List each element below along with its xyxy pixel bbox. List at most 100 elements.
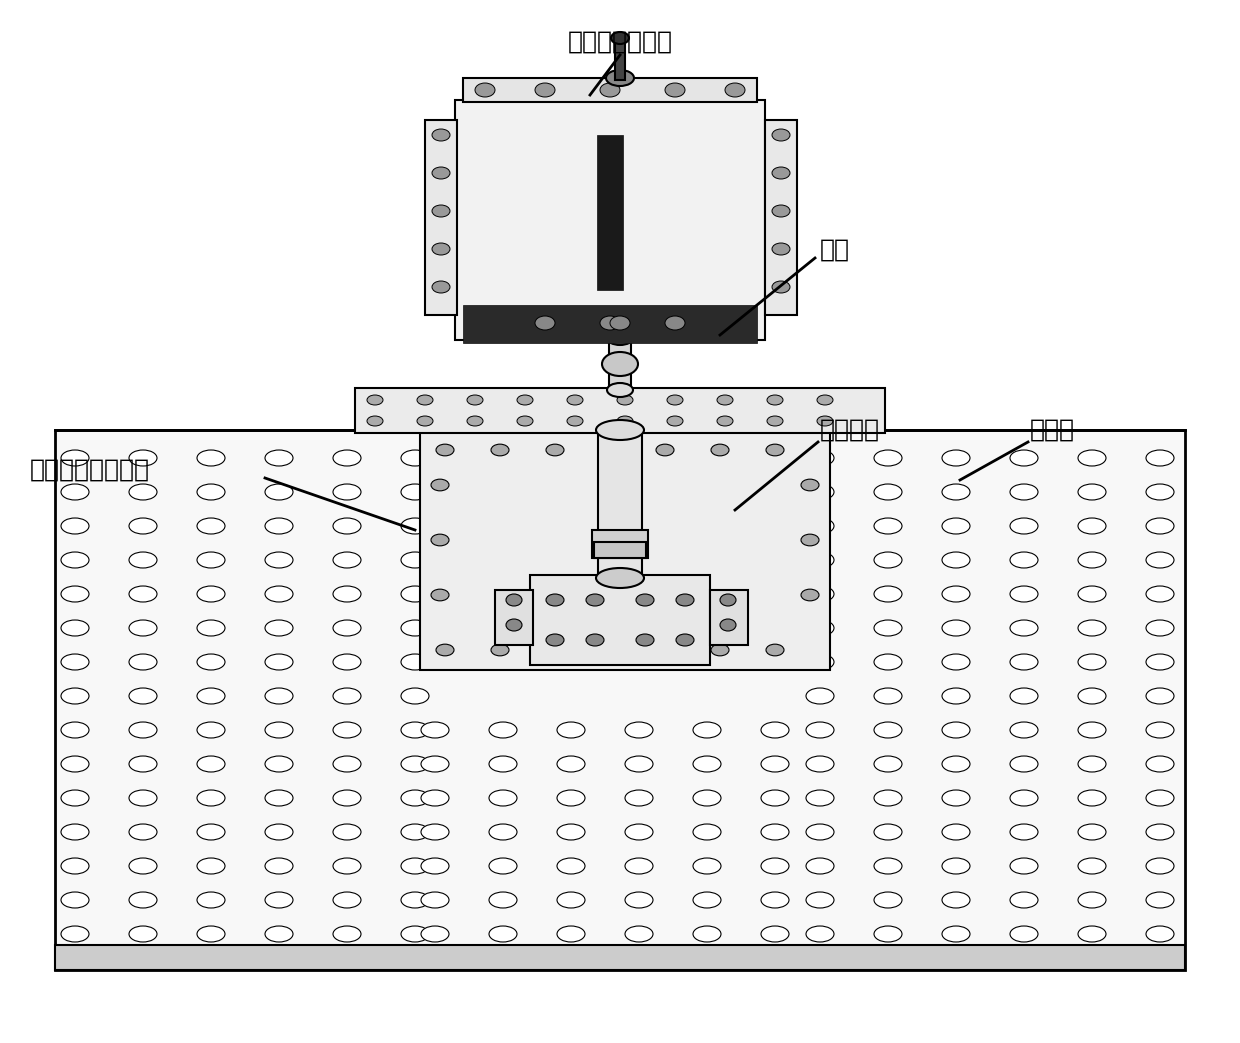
Bar <box>529 575 711 665</box>
Ellipse shape <box>401 586 429 602</box>
Ellipse shape <box>717 416 733 426</box>
Ellipse shape <box>806 722 835 738</box>
Ellipse shape <box>334 688 361 704</box>
Ellipse shape <box>61 450 89 466</box>
Ellipse shape <box>401 892 429 908</box>
Ellipse shape <box>432 479 449 491</box>
Ellipse shape <box>401 824 429 840</box>
Ellipse shape <box>806 654 835 670</box>
Ellipse shape <box>129 756 157 772</box>
Ellipse shape <box>1011 518 1038 534</box>
Ellipse shape <box>129 518 157 534</box>
Ellipse shape <box>546 645 564 656</box>
Ellipse shape <box>1146 756 1174 772</box>
Ellipse shape <box>197 756 224 772</box>
Ellipse shape <box>606 70 634 86</box>
Ellipse shape <box>265 756 293 772</box>
Ellipse shape <box>265 824 293 840</box>
Ellipse shape <box>1078 654 1106 670</box>
Ellipse shape <box>422 926 449 942</box>
Ellipse shape <box>61 790 89 806</box>
Ellipse shape <box>334 620 361 636</box>
Ellipse shape <box>667 416 683 426</box>
Ellipse shape <box>61 688 89 704</box>
Ellipse shape <box>265 654 293 670</box>
Ellipse shape <box>806 858 835 874</box>
Ellipse shape <box>1078 484 1106 500</box>
Ellipse shape <box>676 595 694 606</box>
Ellipse shape <box>265 484 293 500</box>
Ellipse shape <box>197 586 224 602</box>
Ellipse shape <box>693 824 720 840</box>
Bar <box>711 590 748 645</box>
Ellipse shape <box>1011 756 1038 772</box>
Ellipse shape <box>334 586 361 602</box>
Ellipse shape <box>766 645 784 656</box>
Ellipse shape <box>129 790 157 806</box>
Ellipse shape <box>197 620 224 636</box>
Ellipse shape <box>401 790 429 806</box>
Ellipse shape <box>129 688 157 704</box>
Ellipse shape <box>334 722 361 738</box>
Ellipse shape <box>432 589 449 601</box>
Ellipse shape <box>1146 620 1174 636</box>
Ellipse shape <box>491 444 508 456</box>
Ellipse shape <box>1011 722 1038 738</box>
Ellipse shape <box>711 645 729 656</box>
Ellipse shape <box>625 858 653 874</box>
Ellipse shape <box>1146 892 1174 908</box>
Ellipse shape <box>806 450 835 466</box>
Ellipse shape <box>693 926 720 942</box>
Ellipse shape <box>432 129 450 141</box>
Ellipse shape <box>761 790 789 806</box>
Ellipse shape <box>942 620 970 636</box>
Ellipse shape <box>874 790 901 806</box>
Ellipse shape <box>401 484 429 500</box>
Ellipse shape <box>61 518 89 534</box>
Ellipse shape <box>806 518 835 534</box>
Ellipse shape <box>625 756 653 772</box>
Ellipse shape <box>197 926 224 942</box>
Ellipse shape <box>489 722 517 738</box>
Ellipse shape <box>636 595 653 606</box>
Ellipse shape <box>557 926 585 942</box>
Ellipse shape <box>265 722 293 738</box>
Ellipse shape <box>773 243 790 254</box>
Ellipse shape <box>129 654 157 670</box>
Text: 激光位移传感器: 激光位移传感器 <box>568 30 672 54</box>
Ellipse shape <box>942 518 970 534</box>
Ellipse shape <box>806 892 835 908</box>
Ellipse shape <box>517 395 533 405</box>
Ellipse shape <box>567 416 583 426</box>
Ellipse shape <box>265 892 293 908</box>
Ellipse shape <box>475 83 495 97</box>
Ellipse shape <box>61 620 89 636</box>
Ellipse shape <box>129 586 157 602</box>
Ellipse shape <box>1146 586 1174 602</box>
Ellipse shape <box>676 634 694 646</box>
Text: 减振台: 减振台 <box>1030 418 1075 442</box>
Ellipse shape <box>942 790 970 806</box>
Bar <box>594 542 646 558</box>
Ellipse shape <box>596 568 644 588</box>
Ellipse shape <box>401 518 429 534</box>
Ellipse shape <box>1078 756 1106 772</box>
Ellipse shape <box>806 484 835 500</box>
Ellipse shape <box>1078 552 1106 568</box>
Ellipse shape <box>773 129 790 141</box>
Ellipse shape <box>942 858 970 874</box>
Ellipse shape <box>334 926 361 942</box>
Ellipse shape <box>129 824 157 840</box>
Ellipse shape <box>874 586 901 602</box>
Ellipse shape <box>665 316 684 330</box>
Ellipse shape <box>401 688 429 704</box>
Ellipse shape <box>265 620 293 636</box>
Ellipse shape <box>625 824 653 840</box>
Ellipse shape <box>874 484 901 500</box>
Ellipse shape <box>401 756 429 772</box>
Ellipse shape <box>656 444 675 456</box>
Ellipse shape <box>761 722 789 738</box>
Ellipse shape <box>768 416 782 426</box>
Ellipse shape <box>61 892 89 908</box>
Ellipse shape <box>806 790 835 806</box>
